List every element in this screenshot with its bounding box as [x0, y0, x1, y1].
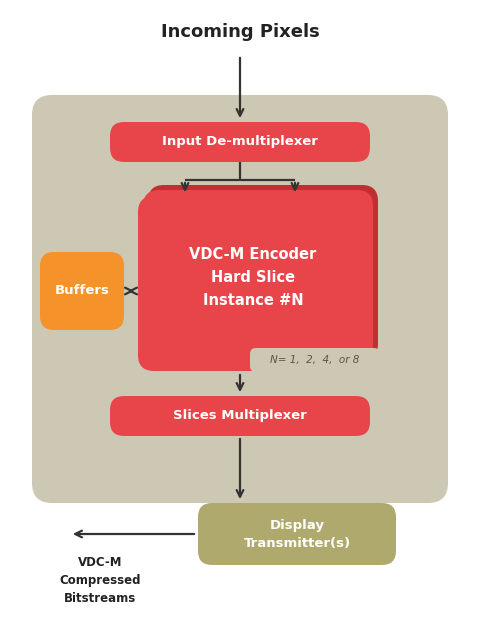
Text: Incoming Pixels: Incoming Pixels [161, 23, 319, 41]
FancyBboxPatch shape [40, 252, 124, 330]
Text: Buffers: Buffers [55, 284, 109, 297]
FancyBboxPatch shape [148, 185, 378, 360]
FancyBboxPatch shape [250, 348, 380, 372]
Text: Input De-multiplexer: Input De-multiplexer [162, 135, 318, 148]
Text: VDC-M Encoder
Hard Slice
Instance #N: VDC-M Encoder Hard Slice Instance #N [190, 247, 317, 308]
Text: Slices Multiplexer: Slices Multiplexer [173, 410, 307, 422]
FancyBboxPatch shape [143, 190, 373, 365]
FancyBboxPatch shape [32, 95, 448, 503]
Text: Display
Transmitter(s): Display Transmitter(s) [243, 519, 350, 550]
FancyBboxPatch shape [198, 503, 396, 565]
FancyBboxPatch shape [110, 396, 370, 436]
Text: N= 1,  2,  4,  or 8: N= 1, 2, 4, or 8 [270, 355, 360, 365]
FancyBboxPatch shape [138, 196, 368, 371]
Text: VDC-M
Compressed
Bitstreams: VDC-M Compressed Bitstreams [59, 556, 141, 605]
FancyBboxPatch shape [110, 122, 370, 162]
